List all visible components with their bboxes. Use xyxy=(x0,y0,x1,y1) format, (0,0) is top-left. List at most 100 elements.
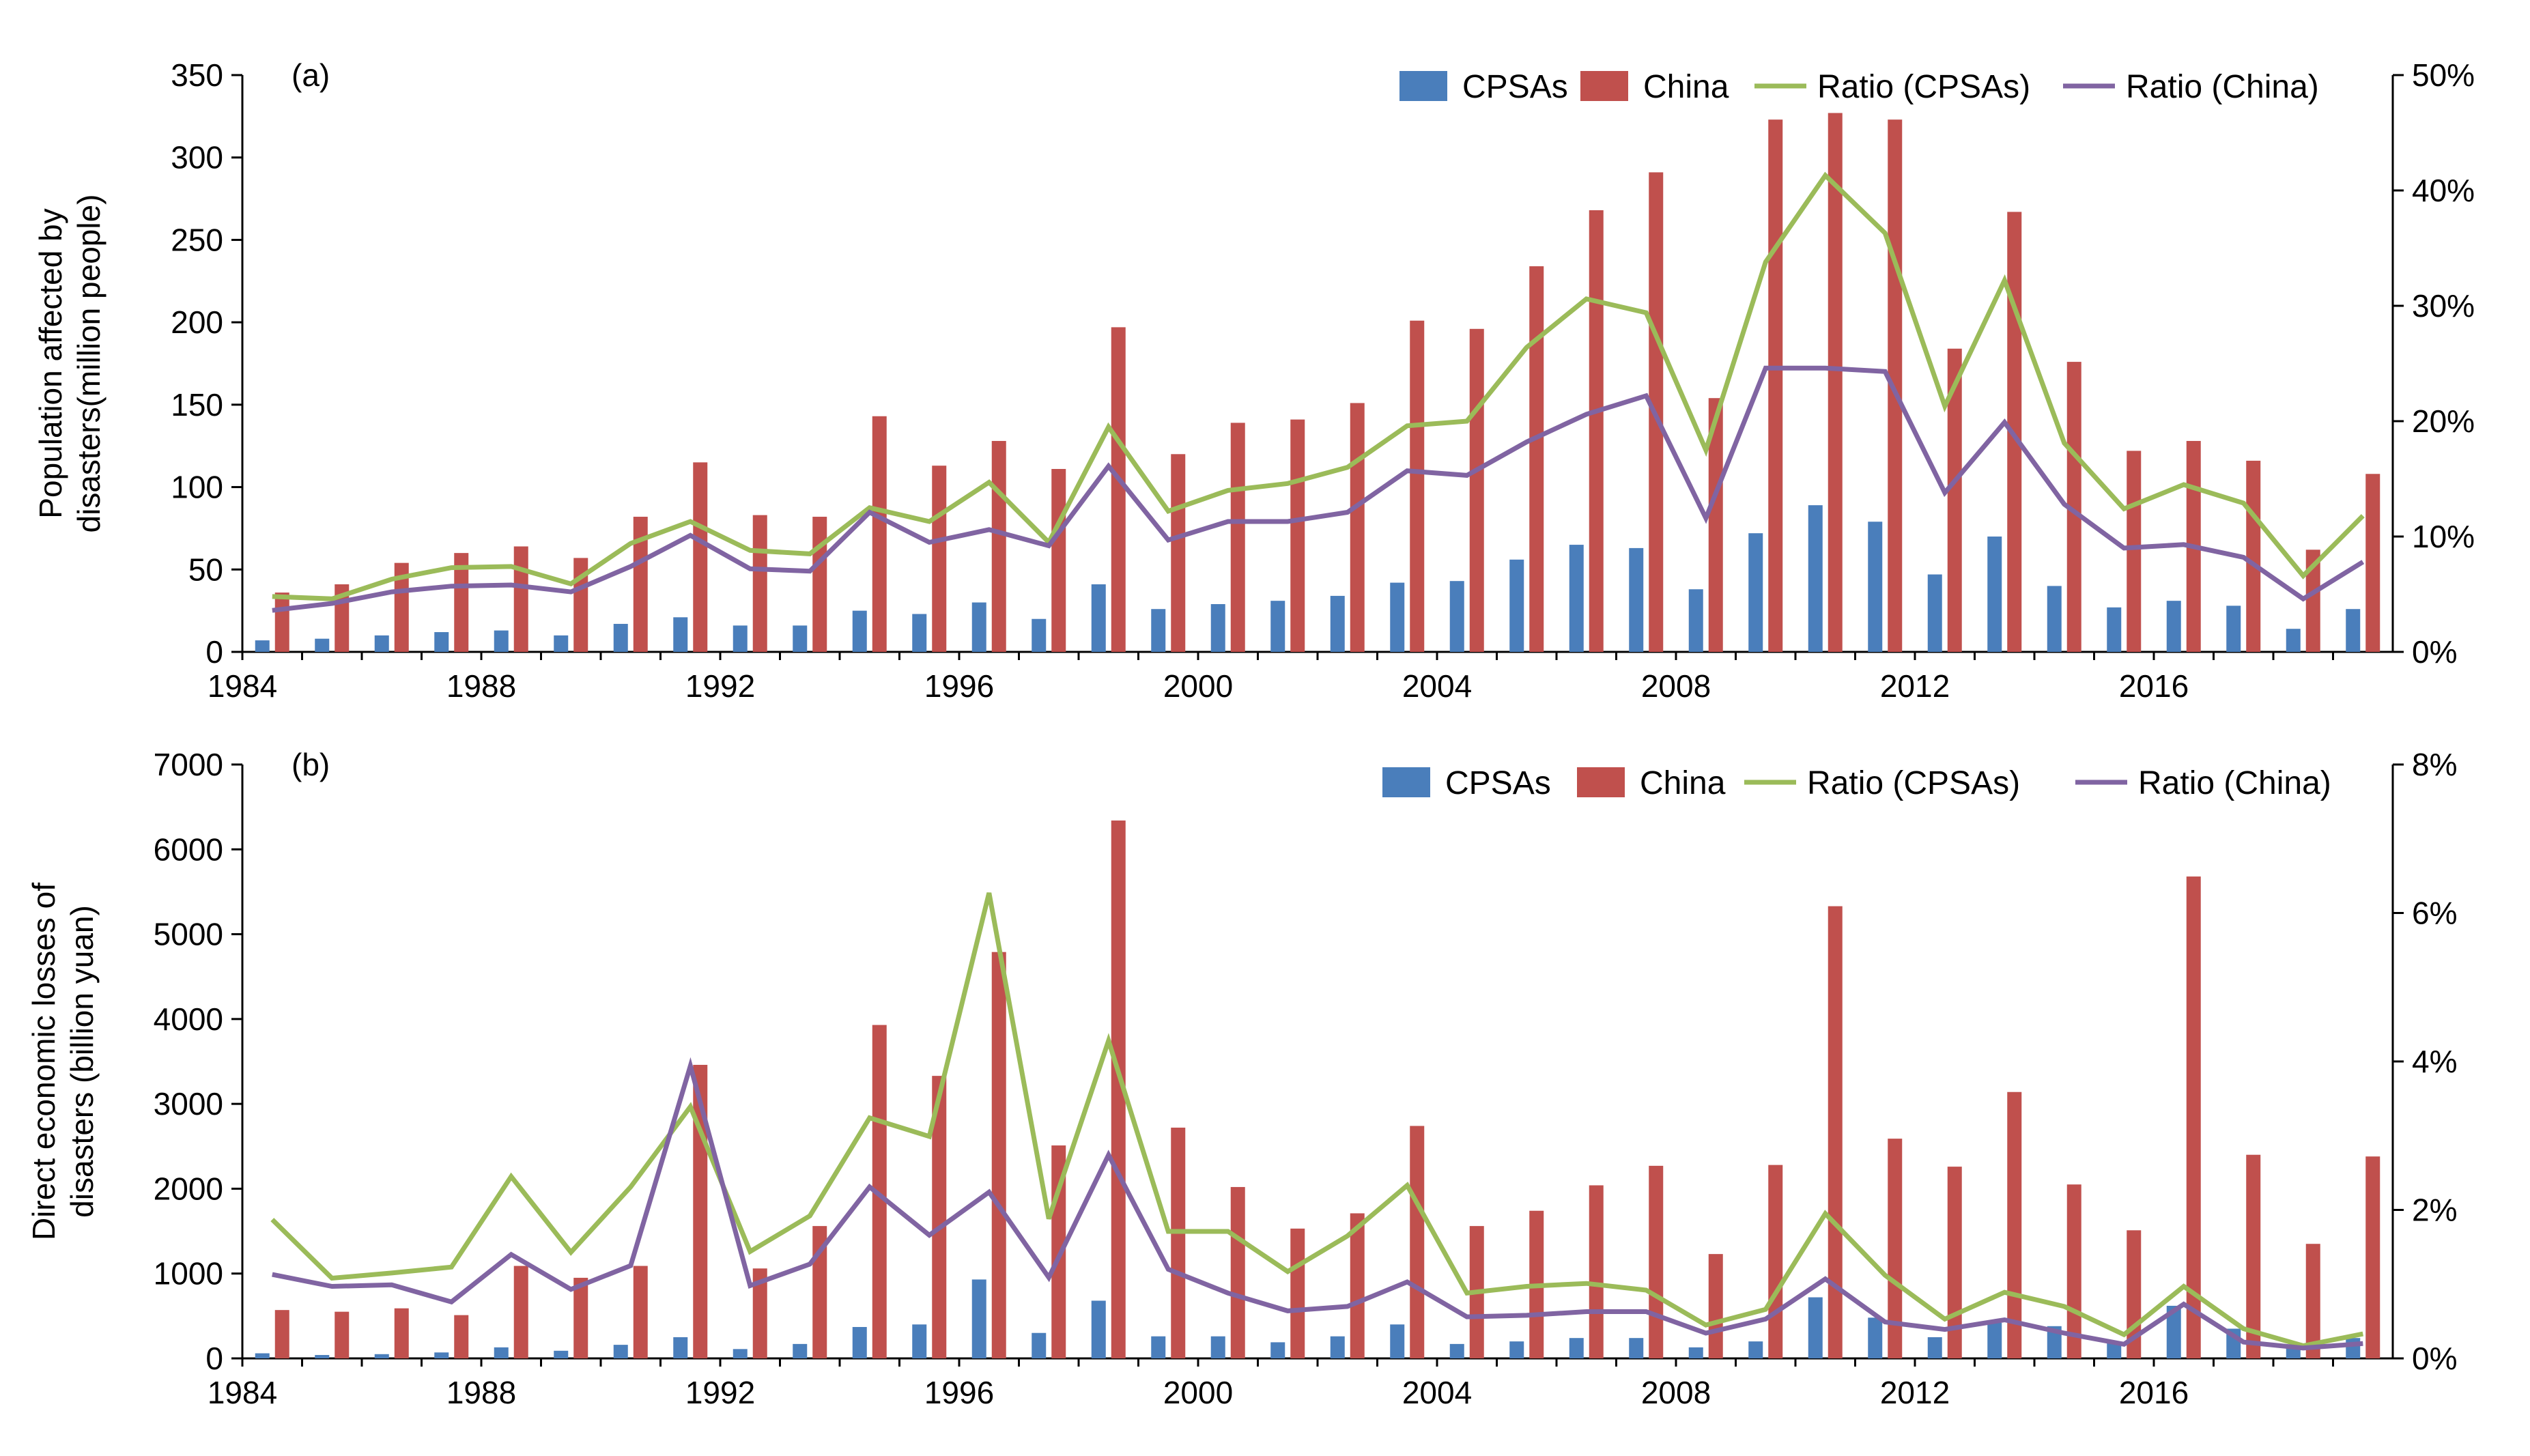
panel-b-y-tick-label: 6000 xyxy=(154,831,223,867)
panel-a-legend-text: Ratio (China) xyxy=(2126,69,2319,105)
panel-b-bar-cpsas xyxy=(1868,1317,1883,1358)
panel-a-legend-text: Ratio (CPSAs) xyxy=(1817,69,2030,105)
panel-b-bar-china xyxy=(1171,1127,1186,1358)
panel-a-bar-cpsas xyxy=(2047,586,2062,652)
panel-b-legend-item: China xyxy=(1577,765,1726,801)
panel-a-y2-tick-label: 0% xyxy=(2412,634,2457,670)
panel-a-bar-cpsas xyxy=(1987,537,2002,652)
panel-b-bar-china xyxy=(752,1268,767,1358)
panel-b-bar-china xyxy=(573,1277,588,1358)
panel-b-bar-china xyxy=(2246,1154,2261,1358)
panel-a-y-axis-title-line: disasters(million people) xyxy=(71,195,106,533)
panel-a-bar-cpsas xyxy=(255,640,270,652)
panel-a-bar-cpsas xyxy=(733,625,748,652)
panel-b-bar-china xyxy=(2305,1244,2320,1358)
panel-b-x-tick-label: 1996 xyxy=(924,1375,994,1410)
panel-a-legend-swatch xyxy=(1399,71,1447,101)
panel-b-line-ratio-china xyxy=(272,1057,2363,1351)
panel-b-bar-china xyxy=(513,1266,528,1358)
panel-a-bar-cpsas xyxy=(1569,545,1584,652)
panel-a-x-tick-label: 2004 xyxy=(1402,668,1472,704)
panel-a-bar-cpsas xyxy=(971,602,986,652)
panel-a-bar-china xyxy=(454,553,469,652)
panel-b-bar-china xyxy=(991,952,1006,1358)
panel-a-bar-cpsas xyxy=(912,614,927,652)
panel-b-bar-cpsas xyxy=(971,1279,986,1358)
panel-a-bar-china xyxy=(932,466,947,652)
panel-b-y2-tick-label: 4% xyxy=(2412,1044,2457,1079)
panel-a-bar-china xyxy=(1111,327,1126,652)
panel-b-bar-cpsas xyxy=(1987,1322,2002,1358)
panel-a-y-tick-label: 250 xyxy=(171,222,223,257)
panel-b-bar-cpsas xyxy=(1210,1336,1225,1358)
panel-a-bar-cpsas xyxy=(2226,605,2241,652)
panel-a-legend-item: Ratio (China) xyxy=(2063,69,2319,105)
panel-b-bar-cpsas xyxy=(434,1352,449,1358)
panel-b-bar-cpsas xyxy=(1927,1337,1942,1358)
panel-a-y2-tick-label: 40% xyxy=(2412,173,2475,208)
panel-a-bar-china xyxy=(752,515,767,652)
panel-a-bar-china xyxy=(872,416,887,652)
panel-a-x-tick-label: 1984 xyxy=(208,668,277,704)
panel-a-bar-cpsas xyxy=(1390,582,1405,652)
panel-b-y2-tick-label: 6% xyxy=(2412,896,2457,931)
panel-a-bar-china xyxy=(1828,113,1843,652)
panel-b-y-axis-title: Direct economic losses ofdisasters (bill… xyxy=(26,883,100,1240)
panel-b-bar-china xyxy=(454,1315,469,1358)
panel-a-bar-cpsas xyxy=(494,630,509,652)
panel-a-bar-cpsas xyxy=(2166,601,2181,652)
panel-b-bar-cpsas xyxy=(554,1350,569,1358)
panel-a-bar-cpsas xyxy=(1449,581,1464,652)
panel-b-bar-cpsas xyxy=(2107,1341,2122,1358)
panel-b-bar-cpsas xyxy=(255,1353,270,1358)
panel-a-bar-china xyxy=(991,440,1006,652)
panel-b-x-tick-label: 1984 xyxy=(208,1375,277,1410)
panel-a-bar-china xyxy=(693,462,708,652)
panel-a-bar-cpsas xyxy=(1748,533,1763,652)
panel-a-bar-china xyxy=(2305,549,2320,652)
panel-a-y2-tick-label: 10% xyxy=(2412,519,2475,554)
panel-b-y2-tick-label: 0% xyxy=(2412,1341,2457,1376)
panel-a-x-tick-label: 1992 xyxy=(685,668,755,704)
panel-b-bar-cpsas xyxy=(1032,1332,1047,1358)
panel-b-bar-cpsas xyxy=(673,1337,688,1358)
panel-a-bar-cpsas xyxy=(1927,574,1942,652)
panel-b-legend-item: Ratio (China) xyxy=(2075,765,2331,801)
panel-b-bar-cpsas xyxy=(374,1354,389,1358)
panel-a-y-tick-label: 150 xyxy=(171,387,223,423)
panel-b-bar-china xyxy=(335,1311,350,1358)
panel-b-y2-tick-label: 8% xyxy=(2412,747,2457,782)
panel-a-bar-cpsas xyxy=(315,638,330,652)
panel-b-y-axis-title-line: Direct economic losses of xyxy=(26,883,61,1240)
panel-b-bar-cpsas xyxy=(2047,1326,2062,1358)
panel-b-legend-swatch xyxy=(1382,767,1430,797)
panel-a-legend-text: CPSAs xyxy=(1462,69,1568,105)
panel-a-bar-china xyxy=(2127,451,2142,652)
panel-a-y2-tick-label: 30% xyxy=(2412,288,2475,324)
panel-a-legend-item: CPSAs xyxy=(1399,69,1568,105)
panel-a-bar-china xyxy=(1529,266,1544,652)
panel-a-bar-china xyxy=(274,593,289,652)
panel-a-bar-cpsas xyxy=(434,632,449,652)
panel-a-x-tick-label: 2000 xyxy=(1163,668,1233,704)
panel-a-bar-china xyxy=(633,517,648,652)
panel-b-bar-china xyxy=(1768,1165,1783,1358)
panel-b-bar-china xyxy=(2007,1091,2022,1358)
panel-a-y-tick-label: 300 xyxy=(171,140,223,175)
panel-b-y-axis-title-line: disasters (billion yuan) xyxy=(64,905,100,1218)
panel-a-bar-china xyxy=(1410,320,1425,652)
panel-a-y-tick-label: 100 xyxy=(171,470,223,505)
panel-b-bar-cpsas xyxy=(1808,1297,1823,1358)
panel-a-bar-cpsas xyxy=(1868,522,1883,652)
panel-a-bar-cpsas xyxy=(2286,629,2301,652)
panel-b-bar-china xyxy=(1649,1165,1664,1358)
panel-b-bar-cpsas xyxy=(1629,1338,1644,1358)
panel-b-bar-cpsas xyxy=(494,1347,509,1358)
panel-b-x-tick-label: 1992 xyxy=(685,1375,755,1410)
panel-a-bar-china xyxy=(2246,460,2261,652)
panel-a-y2-tick-label: 20% xyxy=(2412,403,2475,439)
panel-b-x-tick-label: 2008 xyxy=(1641,1375,1711,1410)
panel-a-bar-cpsas xyxy=(1091,584,1106,652)
